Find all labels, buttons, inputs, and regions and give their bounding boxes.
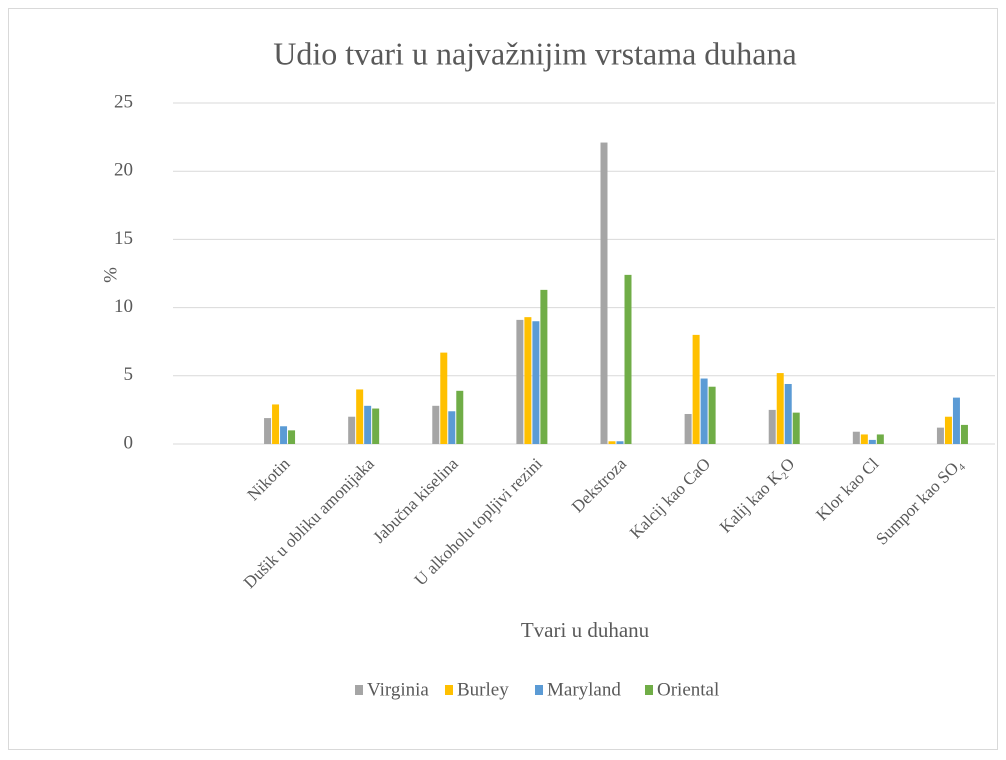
bar [532, 321, 540, 444]
bar [608, 441, 616, 444]
legend-label: Virginia [367, 679, 429, 700]
bar [768, 409, 776, 444]
x-axis-title: Tvari u duhanu [521, 618, 650, 642]
chart-border [8, 8, 998, 750]
bar [448, 411, 456, 444]
bar [616, 441, 624, 444]
bar [792, 412, 800, 444]
bar [372, 408, 380, 444]
bar [600, 142, 608, 444]
bar [708, 386, 716, 444]
y-tick-label: 5 [124, 364, 134, 385]
bar [944, 416, 952, 444]
y-tick-label: 20 [114, 160, 133, 181]
bar [356, 389, 364, 444]
y-tick-label: 10 [114, 296, 133, 317]
legend-swatch [535, 685, 543, 695]
bar [432, 405, 440, 444]
bar [776, 373, 784, 444]
bar [852, 431, 860, 444]
legend-swatch [355, 685, 363, 695]
legend-label: Maryland [547, 679, 621, 700]
y-tick-label: 0 [124, 432, 134, 453]
bar [280, 426, 288, 444]
bar [348, 416, 356, 444]
bar [692, 334, 700, 444]
chart-title: Udio tvari u najvažnijim vrstama duhana [273, 35, 796, 71]
legend: Virginia Burley Maryland Oriental [355, 679, 719, 700]
bar [624, 274, 632, 444]
legend-swatch [645, 685, 653, 695]
bar [952, 397, 960, 444]
bar [936, 427, 944, 444]
bar [264, 418, 272, 444]
bar [540, 289, 548, 444]
bar [456, 390, 464, 444]
bar [272, 404, 280, 444]
legend-label: Burley [457, 679, 509, 700]
bar [876, 434, 884, 444]
legend-swatch [445, 685, 453, 695]
bar [524, 317, 532, 444]
bar [440, 352, 448, 444]
y-axis-title: % [100, 267, 121, 283]
bar [516, 319, 524, 444]
y-tick-label: 25 [114, 91, 133, 112]
bar [784, 383, 792, 444]
bar [700, 378, 708, 444]
bar [868, 439, 876, 444]
bar [684, 413, 692, 444]
legend-label: Oriental [657, 679, 719, 700]
bar [364, 405, 372, 444]
bar [288, 430, 296, 444]
bar [860, 434, 868, 444]
y-tick-label: 15 [114, 228, 133, 249]
bar [960, 424, 968, 444]
